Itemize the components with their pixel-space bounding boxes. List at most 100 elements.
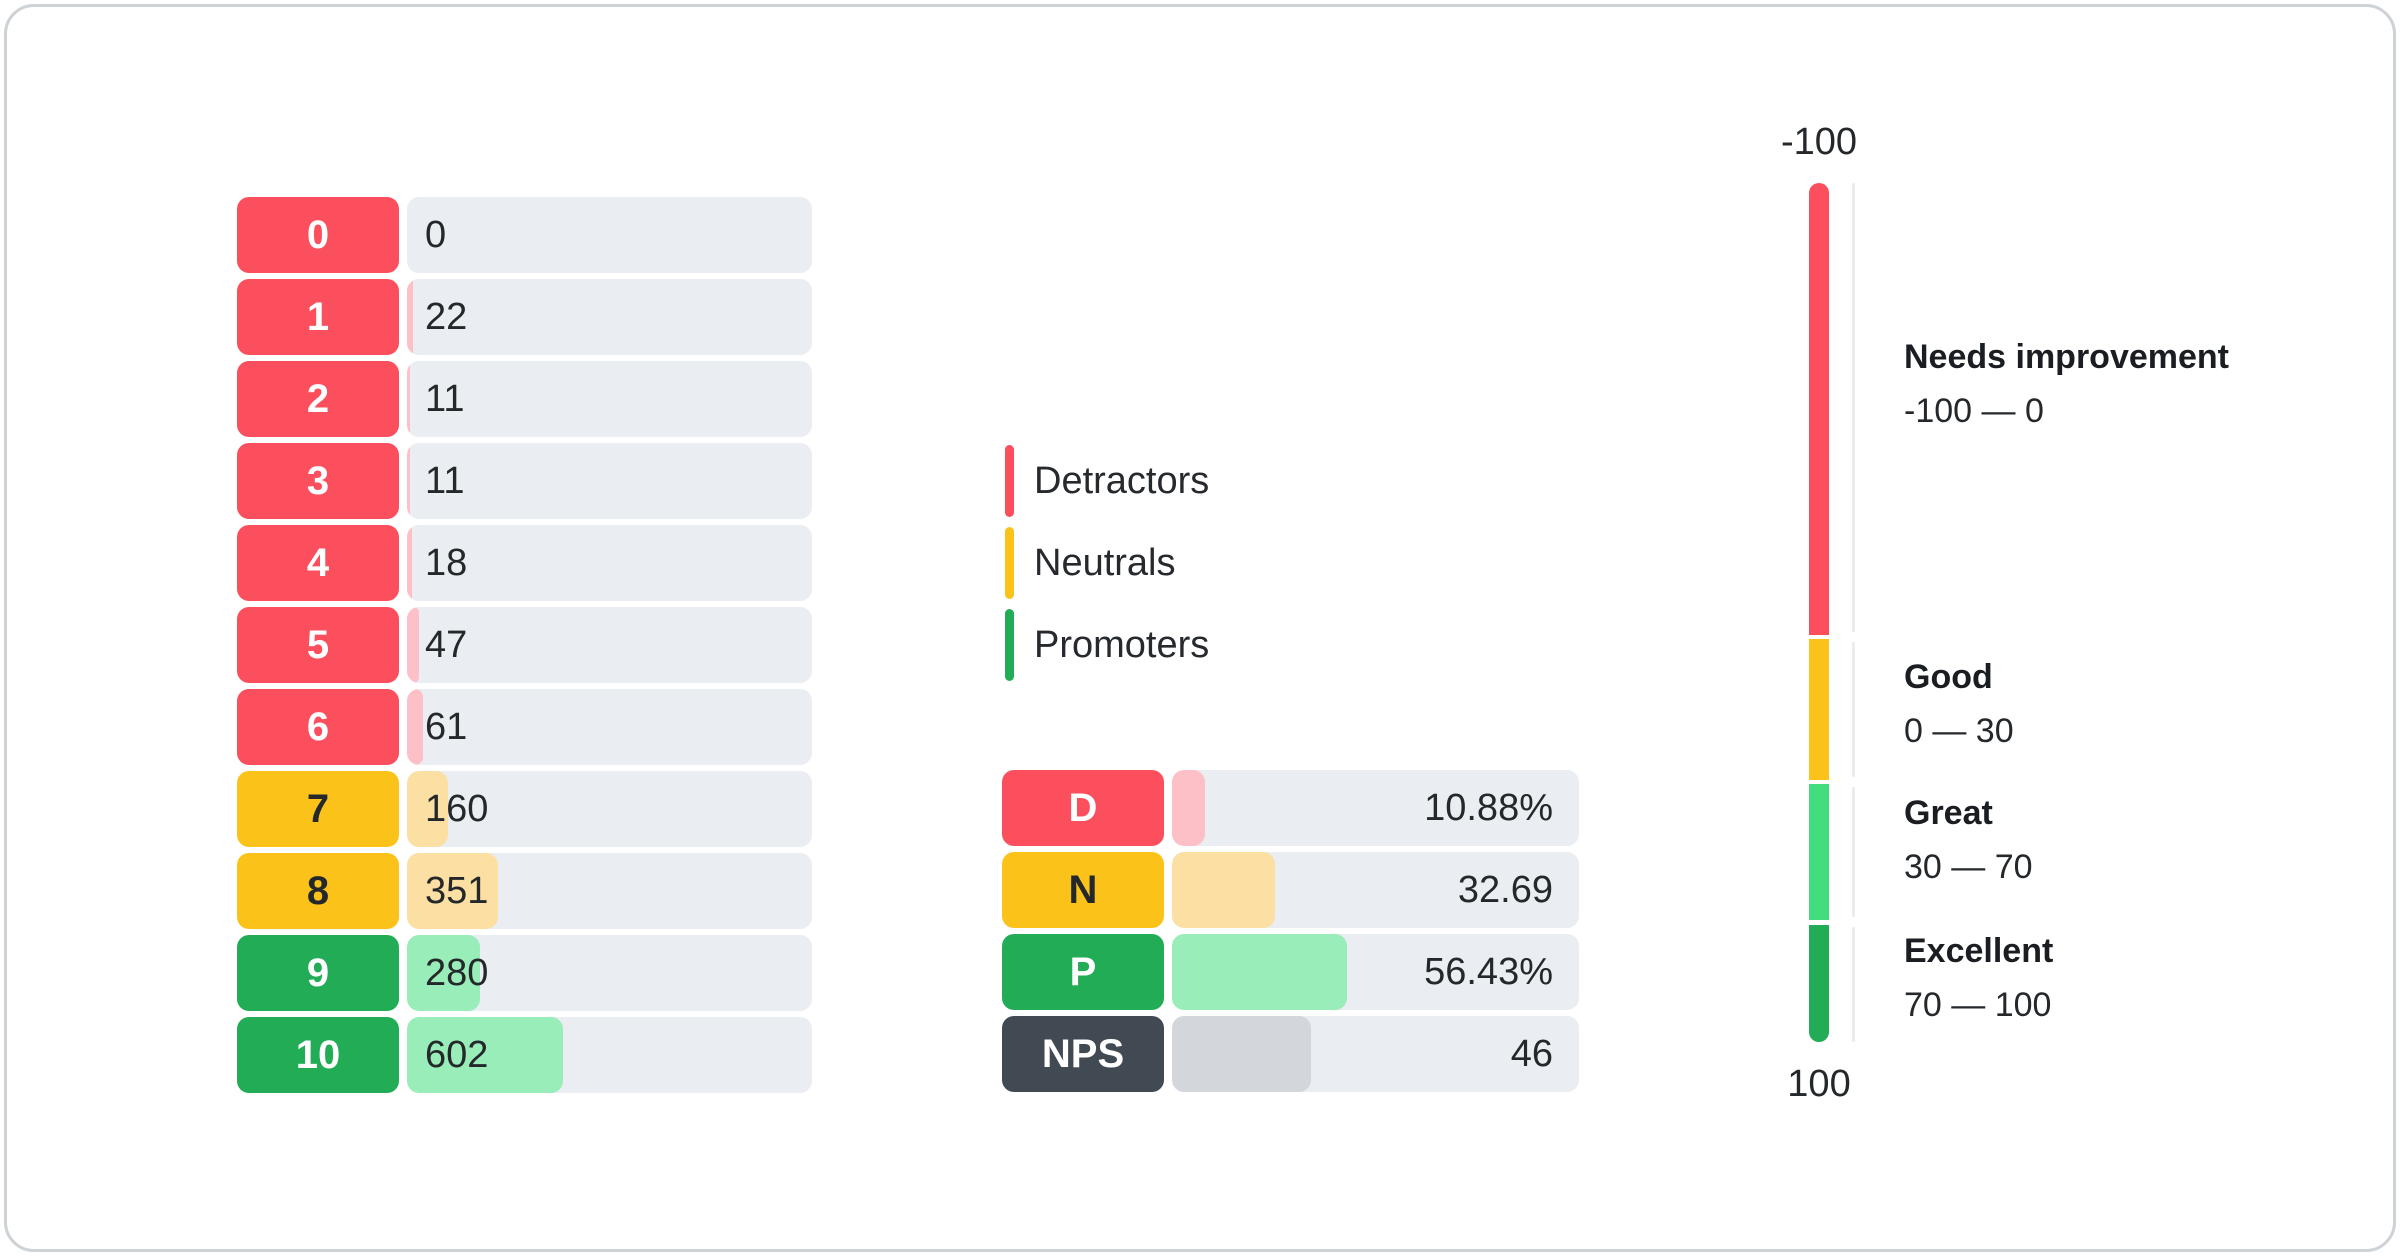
score-count: 11 xyxy=(425,459,465,502)
score-fill xyxy=(407,689,423,765)
gauge-segment xyxy=(1809,784,1829,920)
score-track: 18 xyxy=(407,525,812,601)
legend-swatch xyxy=(1005,445,1014,517)
score-label-badge: 1 xyxy=(237,279,399,355)
score-count: 61 xyxy=(425,705,468,748)
score-fill xyxy=(407,443,410,519)
score-track: 160 xyxy=(407,771,812,847)
summary-row: P 56.43% xyxy=(1002,934,1579,1010)
summary-track: 32.69 xyxy=(1172,852,1579,928)
score-row: 4 18 xyxy=(237,525,812,601)
summary-label-badge: NPS xyxy=(1002,1016,1164,1092)
legend-item-promoters[interactable]: Promoters xyxy=(1005,607,1209,683)
gauge-zone-title: Good xyxy=(1904,658,1993,696)
score-row: 1 22 xyxy=(237,279,812,355)
score-fill xyxy=(407,525,412,601)
legend-item-neutrals[interactable]: Neutrals xyxy=(1005,525,1209,601)
legend: Detractors Neutrals Promoters xyxy=(1005,443,1209,683)
score-track: 22 xyxy=(407,279,812,355)
score-row: 3 11 xyxy=(237,443,812,519)
summary-label-badge: D xyxy=(1002,770,1164,846)
score-track: 61 xyxy=(407,689,812,765)
score-distribution-chart: 0 0 1 22 2 11 3 11 4 18 5 47 6 61 7 160 8 351 9 280 10 602 xyxy=(237,197,812,1093)
score-row: 8 351 xyxy=(237,853,812,929)
legend-label: Detractors xyxy=(1034,459,1210,502)
score-count: 602 xyxy=(425,1033,489,1076)
summary-value: 46 xyxy=(1510,1032,1553,1075)
gauge-zone-range: -100 — 0 xyxy=(1904,392,2044,430)
gauge-segment xyxy=(1809,639,1829,780)
summary-value: 10.88% xyxy=(1424,786,1553,829)
summary-row: N 32.69 xyxy=(1002,852,1579,928)
legend-swatch xyxy=(1005,527,1014,599)
summary-fill xyxy=(1172,934,1347,1010)
gauge-zone-label: Needs improvement -100 — 0 xyxy=(1904,337,2229,431)
gauge-segment xyxy=(1809,925,1829,1042)
score-count: 18 xyxy=(425,541,468,584)
score-count: 11 xyxy=(425,377,465,420)
gauge-zone-title: Excellent xyxy=(1904,932,2054,970)
summary-fill xyxy=(1172,1016,1312,1092)
score-label-badge: 9 xyxy=(237,935,399,1011)
gauge-scale-min-label: -100 xyxy=(1780,121,1858,163)
summary-label-badge: P xyxy=(1002,934,1164,1010)
score-fill xyxy=(407,279,413,355)
gauge-tick xyxy=(1852,927,1855,1042)
nps-dashboard-card: 0 0 1 22 2 11 3 11 4 18 5 47 6 61 7 160 8 351 9 280 10 602 De… xyxy=(4,4,2396,1252)
summary-label-badge: N xyxy=(1002,852,1164,928)
summary-value: 56.43% xyxy=(1424,950,1553,993)
legend-label: Neutrals xyxy=(1034,541,1176,584)
summary-fill xyxy=(1172,770,1205,846)
summary-row: NPS 46 xyxy=(1002,1016,1579,1092)
score-label-badge: 10 xyxy=(237,1017,399,1093)
summary-track: 56.43% xyxy=(1172,934,1579,1010)
score-count: 160 xyxy=(425,787,489,830)
score-count: 22 xyxy=(425,295,468,338)
gauge-scale-max-label: 100 xyxy=(1787,1063,1851,1105)
legend-swatch xyxy=(1005,609,1014,681)
score-label-badge: 4 xyxy=(237,525,399,601)
score-label-badge: 5 xyxy=(237,607,399,683)
gauge-zone-label: Great 30 — 70 xyxy=(1904,793,2033,887)
score-fill xyxy=(407,607,420,683)
score-count: 280 xyxy=(425,951,489,994)
score-row: 5 47 xyxy=(237,607,812,683)
gauge-zone-range: 30 — 70 xyxy=(1904,848,2033,886)
score-row: 2 11 xyxy=(237,361,812,437)
score-label-badge: 8 xyxy=(237,853,399,929)
score-track: 280 xyxy=(407,935,812,1011)
score-row: 9 280 xyxy=(237,935,812,1011)
score-label-badge: 7 xyxy=(237,771,399,847)
gauge-zone-range: 0 — 30 xyxy=(1904,712,2014,750)
gauge-zone-range: 70 — 100 xyxy=(1904,986,2052,1024)
nps-gauge: -100 Needs improvement -100 — 0 Good 0 — 30… xyxy=(1747,117,2400,1163)
score-track: 47 xyxy=(407,607,812,683)
summary-value: 32.69 xyxy=(1457,868,1553,911)
score-track: 0 xyxy=(407,197,812,273)
gauge-tick xyxy=(1852,183,1855,632)
score-fill xyxy=(407,853,498,929)
gauge-zone-title: Great xyxy=(1904,794,1993,832)
gauge-segment xyxy=(1809,183,1829,635)
gauge-zone-label: Excellent 70 — 100 xyxy=(1904,931,2053,1025)
score-track: 351 xyxy=(407,853,812,929)
score-row: 7 160 xyxy=(237,771,812,847)
score-track: 11 xyxy=(407,361,812,437)
legend-item-detractors[interactable]: Detractors xyxy=(1005,443,1209,519)
score-track: 11 xyxy=(407,443,812,519)
gauge-tick xyxy=(1852,642,1855,777)
score-label-badge: 3 xyxy=(237,443,399,519)
score-row: 10 602 xyxy=(237,1017,812,1093)
score-fill xyxy=(407,1017,563,1093)
score-fill xyxy=(407,771,449,847)
score-count: 47 xyxy=(425,623,468,666)
summary-row: D 10.88% xyxy=(1002,770,1579,846)
score-track: 602 xyxy=(407,1017,812,1093)
summary-track: 10.88% xyxy=(1172,770,1579,846)
score-count: 0 xyxy=(425,213,447,256)
score-label-badge: 0 xyxy=(237,197,399,273)
score-row: 6 61 xyxy=(237,689,812,765)
score-fill xyxy=(407,935,480,1011)
score-count: 351 xyxy=(425,869,489,912)
